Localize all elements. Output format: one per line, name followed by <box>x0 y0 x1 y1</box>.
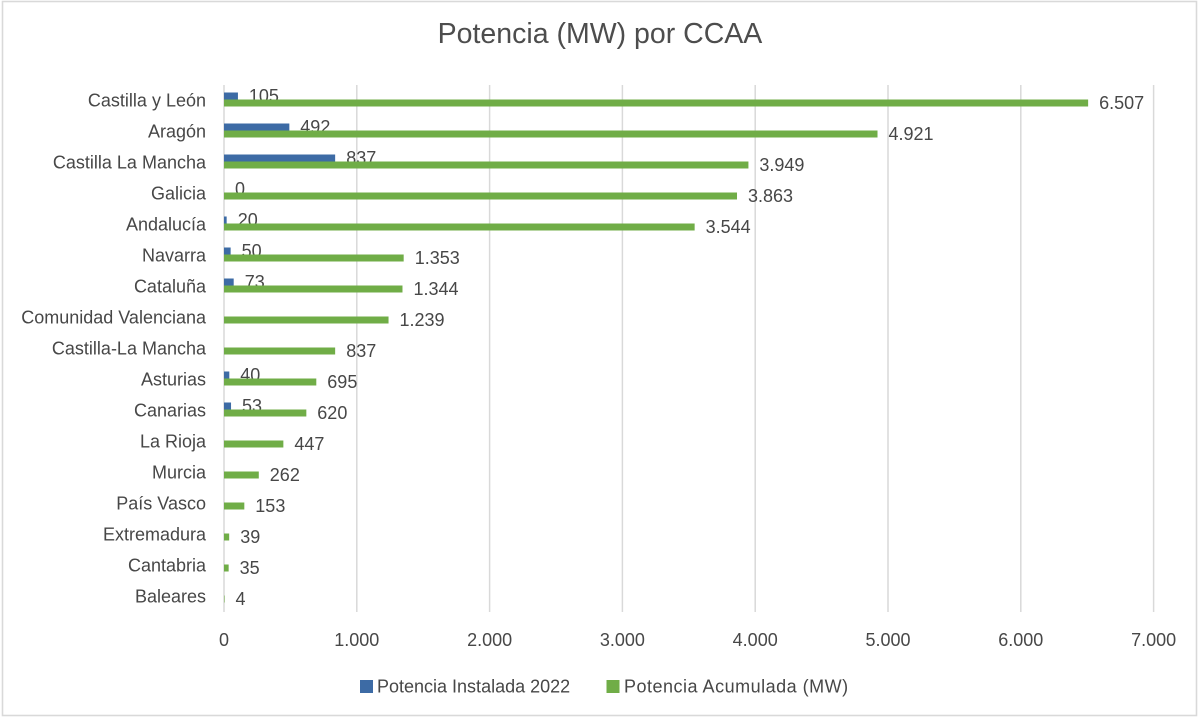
svg-text:Canarias: Canarias <box>134 401 206 421</box>
svg-text:1.239: 1.239 <box>400 310 445 330</box>
svg-text:620: 620 <box>317 403 347 423</box>
svg-text:6.507: 6.507 <box>1099 93 1144 113</box>
svg-text:Cataluña: Cataluña <box>134 277 207 297</box>
svg-text:Castilla-La Mancha: Castilla-La Mancha <box>52 339 207 359</box>
svg-text:262: 262 <box>270 465 300 485</box>
svg-text:837: 837 <box>346 341 376 361</box>
svg-text:695: 695 <box>327 372 357 392</box>
svg-text:2.000: 2.000 <box>467 630 512 650</box>
svg-text:Cantabria: Cantabria <box>128 556 207 576</box>
svg-text:Extremadura: Extremadura <box>103 525 207 545</box>
svg-text:Baleares: Baleares <box>135 587 206 607</box>
svg-text:Potencia Acumulada (MW): Potencia Acumulada (MW) <box>624 677 849 697</box>
svg-text:4: 4 <box>236 589 246 609</box>
svg-text:1.000: 1.000 <box>334 630 379 650</box>
svg-text:Castilla La Mancha: Castilla La Mancha <box>53 153 207 173</box>
svg-text:447: 447 <box>294 434 324 454</box>
svg-text:Potencia (MW) por CCAA: Potencia (MW) por CCAA <box>438 18 763 50</box>
svg-text:Castilla y León: Castilla y León <box>88 91 206 111</box>
svg-text:1.353: 1.353 <box>415 248 460 268</box>
svg-text:1.344: 1.344 <box>414 279 459 299</box>
svg-text:Potencia Instalada 2022: Potencia Instalada 2022 <box>377 677 570 697</box>
svg-text:3.949: 3.949 <box>759 155 804 175</box>
svg-text:4.921: 4.921 <box>889 124 934 144</box>
svg-text:Asturias: Asturias <box>141 370 206 390</box>
svg-text:6.000: 6.000 <box>998 630 1043 650</box>
svg-text:Comunidad Valenciana: Comunidad Valenciana <box>21 308 207 328</box>
svg-text:País Vasco: País Vasco <box>116 494 206 514</box>
svg-text:Aragón: Aragón <box>148 122 206 142</box>
svg-text:39: 39 <box>240 527 260 547</box>
svg-text:3.863: 3.863 <box>748 186 793 206</box>
svg-text:4.000: 4.000 <box>733 630 778 650</box>
svg-text:0: 0 <box>235 179 245 199</box>
svg-text:35: 35 <box>240 558 260 578</box>
svg-text:3.000: 3.000 <box>600 630 645 650</box>
svg-text:153: 153 <box>255 496 285 516</box>
svg-text:5.000: 5.000 <box>865 630 910 650</box>
svg-text:Galicia: Galicia <box>151 184 207 204</box>
svg-text:3.544: 3.544 <box>706 217 751 237</box>
svg-text:La Rioja: La Rioja <box>140 432 207 452</box>
svg-text:Murcia: Murcia <box>152 463 207 483</box>
svg-text:Andalucía: Andalucía <box>126 215 207 235</box>
svg-text:0: 0 <box>219 630 229 650</box>
svg-text:Navarra: Navarra <box>142 246 207 266</box>
svg-text:7.000: 7.000 <box>1131 630 1176 650</box>
